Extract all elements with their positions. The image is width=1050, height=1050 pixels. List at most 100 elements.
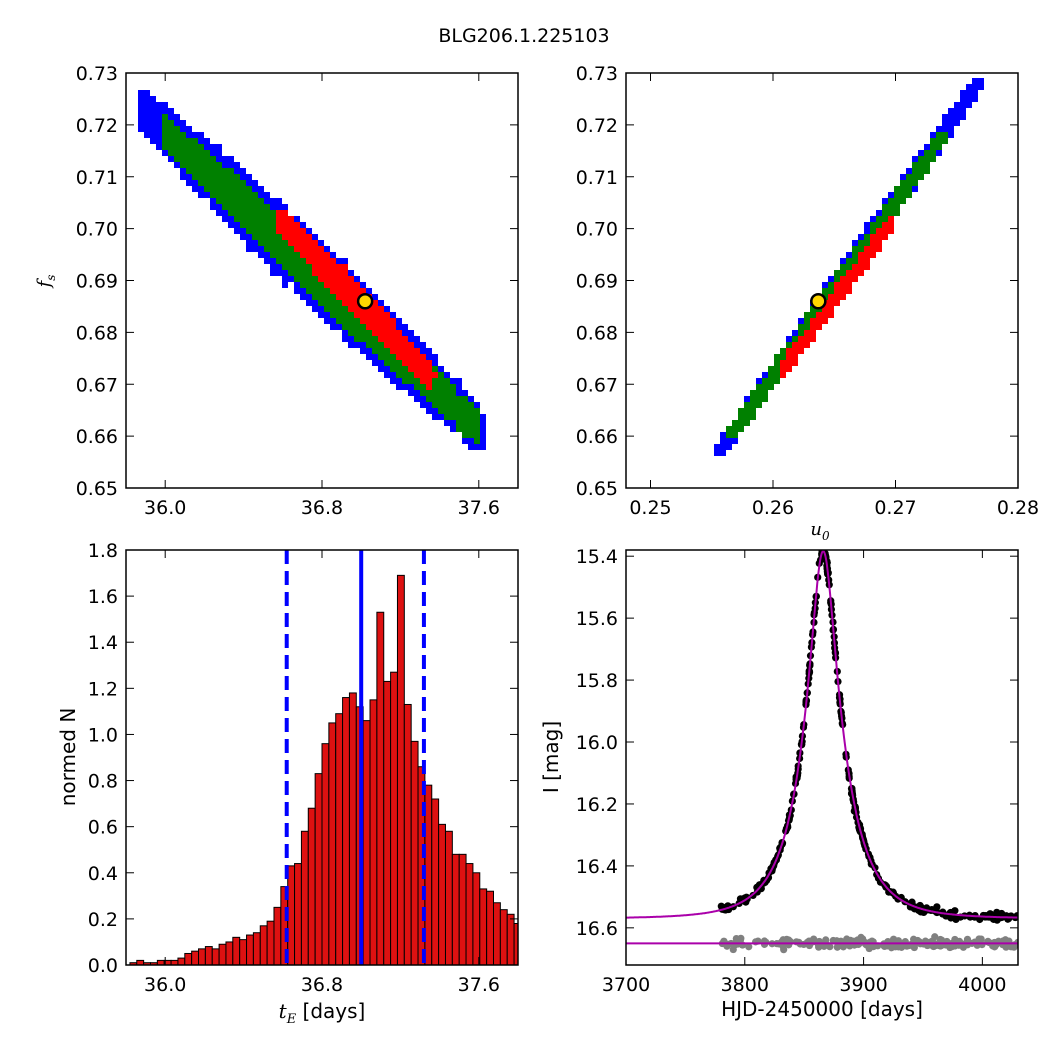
heatmap-cell — [270, 198, 276, 204]
heatmap-cell — [426, 396, 432, 402]
heatmap-cell — [282, 222, 288, 228]
heatmap-cell — [468, 444, 474, 450]
heatmap-cell — [162, 138, 168, 144]
heatmap-cell — [252, 180, 258, 186]
heatmap-cell — [156, 114, 162, 120]
heatmap-cell — [144, 108, 150, 114]
heatmap-cell — [300, 258, 306, 264]
heatmap-cell — [192, 156, 198, 162]
heatmap-cell — [210, 174, 216, 180]
heatmap-cell — [444, 402, 450, 408]
heatmap-cell — [246, 192, 252, 198]
heatmap-cell — [456, 390, 462, 396]
heatmap-cell — [330, 294, 336, 300]
heatmap-cell — [234, 222, 240, 228]
heatmap-cell — [444, 372, 450, 378]
heatmap-cell — [186, 180, 192, 186]
heatmap-cell — [204, 150, 210, 156]
heatmap-cell — [180, 132, 186, 138]
heatmap-cell — [300, 264, 306, 270]
heatmap-cell — [306, 294, 312, 300]
heatmap-cell — [324, 294, 330, 300]
heatmap-cell — [288, 234, 294, 240]
heatmap-cell — [432, 396, 438, 402]
heatmap-cell — [312, 270, 318, 276]
heatmap-cell — [204, 138, 210, 144]
heatmap-cell — [168, 132, 174, 138]
heatmap-cell — [330, 324, 336, 330]
heatmap-cell — [294, 216, 300, 222]
heatmap-cell — [234, 174, 240, 180]
heatmap-cell — [162, 126, 168, 132]
heatmap-cell — [300, 276, 306, 282]
heatmap-cell — [276, 258, 282, 264]
heatmap-cell — [348, 336, 354, 342]
heatmap-cell — [384, 360, 390, 366]
heatmap-cell — [264, 258, 270, 264]
heatmap-cell — [228, 180, 234, 186]
heatmap-cell — [258, 186, 264, 192]
heatmap-cell — [156, 144, 162, 150]
heatmap-cell — [396, 324, 402, 330]
heatmap-cell — [462, 408, 468, 414]
heatmap-cell — [198, 174, 204, 180]
heatmap-cell — [384, 354, 390, 360]
heatmap-cell — [294, 246, 300, 252]
heatmap-cell — [228, 192, 234, 198]
heatmap-cell — [234, 162, 240, 168]
heatmap-cell — [210, 192, 216, 198]
heatmap-cell — [444, 378, 450, 384]
heatmap-cell — [318, 306, 324, 312]
heatmap-cell — [234, 204, 240, 210]
heatmap-cell — [162, 102, 168, 108]
heatmap-cell — [450, 390, 456, 396]
heatmap-cell — [258, 228, 264, 234]
heatmap-cell — [216, 186, 222, 192]
heatmap-cell — [198, 162, 204, 168]
heatmap-cell — [354, 318, 360, 324]
panel-te-fs: 36.0 36.8 37.60.650.660.670.680.690.700.71… — [34, 63, 519, 519]
heatmap-cell — [282, 210, 288, 216]
heatmap-cell — [276, 222, 282, 228]
heatmap-cell — [282, 234, 288, 240]
heatmap-cell — [174, 126, 180, 132]
heatmap-cell — [174, 120, 180, 126]
heatmap-cell — [246, 174, 252, 180]
heatmap-cell — [150, 138, 156, 144]
heatmap-cell — [252, 240, 258, 246]
heatmap-cell — [420, 396, 426, 402]
heatmap-cell — [414, 342, 420, 348]
heatmap-cell — [150, 120, 156, 126]
heatmap-cell — [282, 252, 288, 258]
heatmap-cell — [282, 282, 288, 288]
heatmap-cell — [444, 420, 450, 426]
heatmap-cell — [426, 348, 432, 354]
heatmap-cell — [348, 324, 354, 330]
heatmap-cell — [144, 114, 150, 120]
heatmap-cell — [342, 324, 348, 330]
heatmap-cell — [282, 258, 288, 264]
heatmap-cell — [216, 192, 222, 198]
heatmap-cell — [402, 330, 408, 336]
heatmap-cell — [168, 150, 174, 156]
heatmap-cell — [402, 324, 408, 330]
heatmap-cell — [432, 402, 438, 408]
heatmap-cell — [312, 252, 318, 258]
heatmap-cell — [192, 144, 198, 150]
heatmap-cell — [270, 234, 276, 240]
heatmap-cell — [198, 186, 204, 192]
heatmap-cell — [384, 348, 390, 354]
heatmap-cell — [234, 168, 240, 174]
heatmap-cell — [342, 330, 348, 336]
heatmap-cell — [336, 258, 342, 264]
heatmap-cell — [192, 150, 198, 156]
heatmap-cell — [348, 330, 354, 336]
heatmap-cell — [366, 336, 372, 342]
heatmap-cell — [342, 318, 348, 324]
heatmap-cell — [204, 162, 210, 168]
heatmap-cell — [372, 354, 378, 360]
heatmap-cell — [462, 414, 468, 420]
heatmap-cell — [312, 240, 318, 246]
heatmap-cell — [288, 240, 294, 246]
